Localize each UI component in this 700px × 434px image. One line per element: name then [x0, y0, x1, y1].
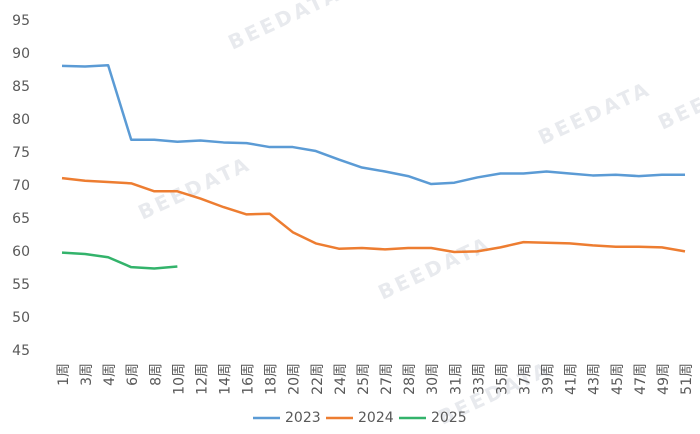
x-tick-label: 47周: [633, 363, 649, 395]
y-tick-label: 45: [12, 343, 30, 359]
x-tick-label: 4周: [102, 363, 118, 386]
y-tick-label: 95: [12, 13, 30, 29]
x-tick-label: 14周: [218, 363, 234, 395]
x-tick-label: 45周: [610, 363, 626, 395]
x-tick-label: 43周: [587, 363, 603, 395]
x-tick-label: 3周: [79, 363, 95, 386]
watermark: BEEDATA: [374, 231, 494, 304]
x-tick-label: 31周: [448, 363, 464, 395]
x-tick-label: 12周: [194, 363, 210, 395]
x-tick-label: 41周: [564, 363, 580, 395]
x-tick-label: 6周: [125, 363, 141, 386]
series-line: [61, 176, 686, 254]
watermark: BEEDATA: [654, 61, 700, 134]
y-tick-label: 60: [12, 244, 30, 260]
y-tick-label: 65: [12, 211, 30, 227]
x-tick-label: 22周: [310, 363, 326, 395]
watermark: BEEDATA: [134, 151, 254, 224]
series-line: [61, 251, 178, 270]
y-tick-label: 50: [12, 310, 30, 326]
y-tick-label: 85: [12, 79, 30, 95]
x-tick-label: 1周: [56, 363, 72, 386]
legend-label: 2024: [358, 410, 394, 426]
y-tick-label: 70: [12, 178, 30, 194]
x-tick-label: 39周: [541, 363, 557, 395]
y-tick-label: 80: [12, 112, 30, 128]
x-tick-label: 37周: [517, 363, 533, 395]
watermark: BEEDATA: [224, 0, 344, 55]
y-tick-label: 90: [12, 46, 30, 62]
x-tick-label: 18周: [264, 363, 280, 395]
x-tick-label: 8周: [148, 363, 164, 386]
x-tick-label: 16周: [241, 363, 257, 395]
series-line: [61, 63, 685, 186]
watermark: BEEDATA: [534, 76, 654, 149]
x-tick-label: 33周: [471, 363, 487, 395]
legend-label: 2025: [431, 410, 467, 426]
x-tick-label: 10周: [171, 363, 187, 395]
x-tick-label: 28周: [402, 363, 418, 395]
x-tick-label: 25周: [356, 363, 372, 395]
x-tick-label: 30周: [425, 363, 441, 395]
legend-label: 2023: [285, 410, 321, 426]
y-tick-label: 75: [12, 145, 30, 161]
x-tick-label: 49周: [656, 363, 672, 395]
x-tick-label: 27周: [379, 363, 395, 395]
x-tick-label: 51周: [679, 363, 695, 395]
x-tick-label: 24周: [333, 363, 349, 395]
x-tick-label: 35周: [494, 363, 510, 395]
y-tick-label: 55: [12, 277, 30, 293]
x-tick-label: 20周: [287, 363, 303, 395]
